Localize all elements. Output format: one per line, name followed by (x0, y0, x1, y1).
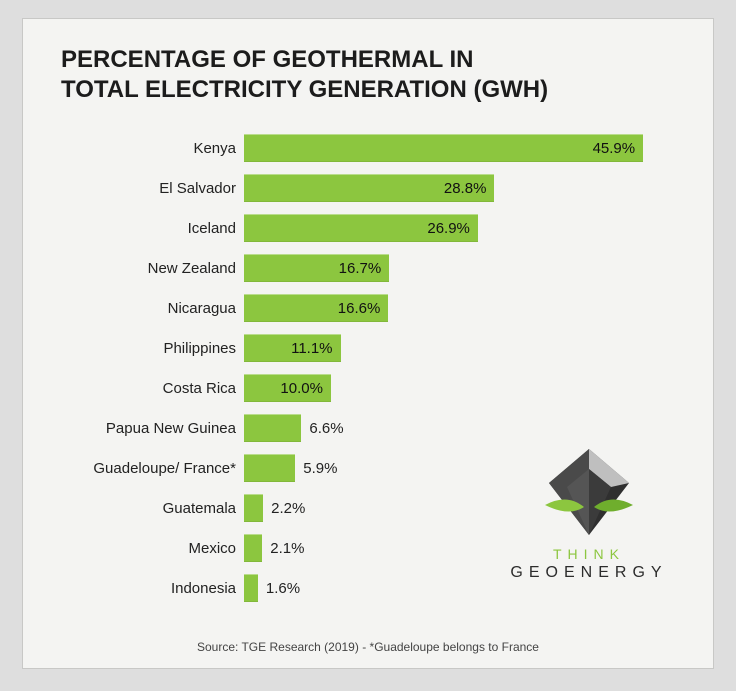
logo-top-label: THINK (499, 546, 679, 562)
value-label: 16.6% (338, 300, 381, 317)
bar-area: 6.6% (244, 414, 644, 442)
value-label: 11.1% (291, 340, 332, 357)
value-label: 1.6% (266, 580, 300, 597)
bar-area: 26.9% (244, 214, 644, 242)
value-label: 6.6% (309, 420, 343, 437)
value-label: 5.9% (303, 460, 337, 477)
bar (244, 534, 262, 562)
bar: 45.9% (244, 134, 643, 162)
category-label: Costa Rica (61, 380, 244, 397)
geoenergy-logo-icon (539, 447, 639, 537)
bar (244, 414, 301, 442)
chart-row: Costa Rica 10.0% (61, 371, 683, 405)
category-label: Iceland (61, 220, 244, 237)
outer-frame: PERCENTAGE OF GEOTHERMAL IN TOTAL ELECTR… (0, 0, 736, 691)
chart-title: PERCENTAGE OF GEOTHERMAL IN TOTAL ELECTR… (61, 45, 683, 105)
value-label: 26.9% (427, 220, 470, 237)
value-label: 28.8% (444, 180, 487, 197)
bar: 16.6% (244, 294, 388, 322)
value-label: 16.7% (339, 260, 382, 277)
chart-row: Papua New Guinea 6.6% (61, 411, 683, 445)
value-label: 2.2% (271, 500, 305, 517)
value-label: 10.0% (280, 380, 323, 397)
chart-row: Iceland 26.9% (61, 211, 683, 245)
chart-row: Nicaragua 16.6% (61, 291, 683, 325)
logo: THINK GEOENERGY (499, 447, 679, 582)
bar-area: 28.8% (244, 174, 644, 202)
bar (244, 494, 263, 522)
chart-row: New Zealand 16.7% (61, 251, 683, 285)
chart-row: Philippines 11.1% (61, 331, 683, 365)
category-label: Nicaragua (61, 300, 244, 317)
bar-area: 10.0% (244, 374, 644, 402)
category-label: Philippines (61, 340, 244, 357)
bar (244, 454, 295, 482)
bar: 28.8% (244, 174, 494, 202)
chart-row: Kenya 45.9% (61, 131, 683, 165)
category-label: El Salvador (61, 180, 244, 197)
category-label: New Zealand (61, 260, 244, 277)
chart-row: El Salvador 28.8% (61, 171, 683, 205)
bar-area: 16.6% (244, 294, 644, 322)
category-label: Indonesia (61, 580, 244, 597)
bar: 10.0% (244, 374, 331, 402)
category-label: Mexico (61, 540, 244, 557)
bar-area: 16.7% (244, 254, 644, 282)
category-label: Guadeloupe/ France* (61, 460, 244, 477)
bar-area: 45.9% (244, 134, 644, 162)
bar (244, 574, 258, 602)
logo-bottom-label: GEOENERGY (499, 564, 679, 582)
bar: 11.1% (244, 334, 341, 362)
category-label: Guatemala (61, 500, 244, 517)
value-label: 45.9% (593, 140, 636, 157)
bar: 26.9% (244, 214, 478, 242)
bar: 16.7% (244, 254, 389, 282)
value-label: 2.1% (270, 540, 304, 557)
category-label: Kenya (61, 140, 244, 157)
category-label: Papua New Guinea (61, 420, 244, 437)
bar-area: 11.1% (244, 334, 644, 362)
source-text: Source: TGE Research (2019) - *Guadeloup… (23, 640, 713, 654)
chart-panel: PERCENTAGE OF GEOTHERMAL IN TOTAL ELECTR… (22, 18, 714, 669)
